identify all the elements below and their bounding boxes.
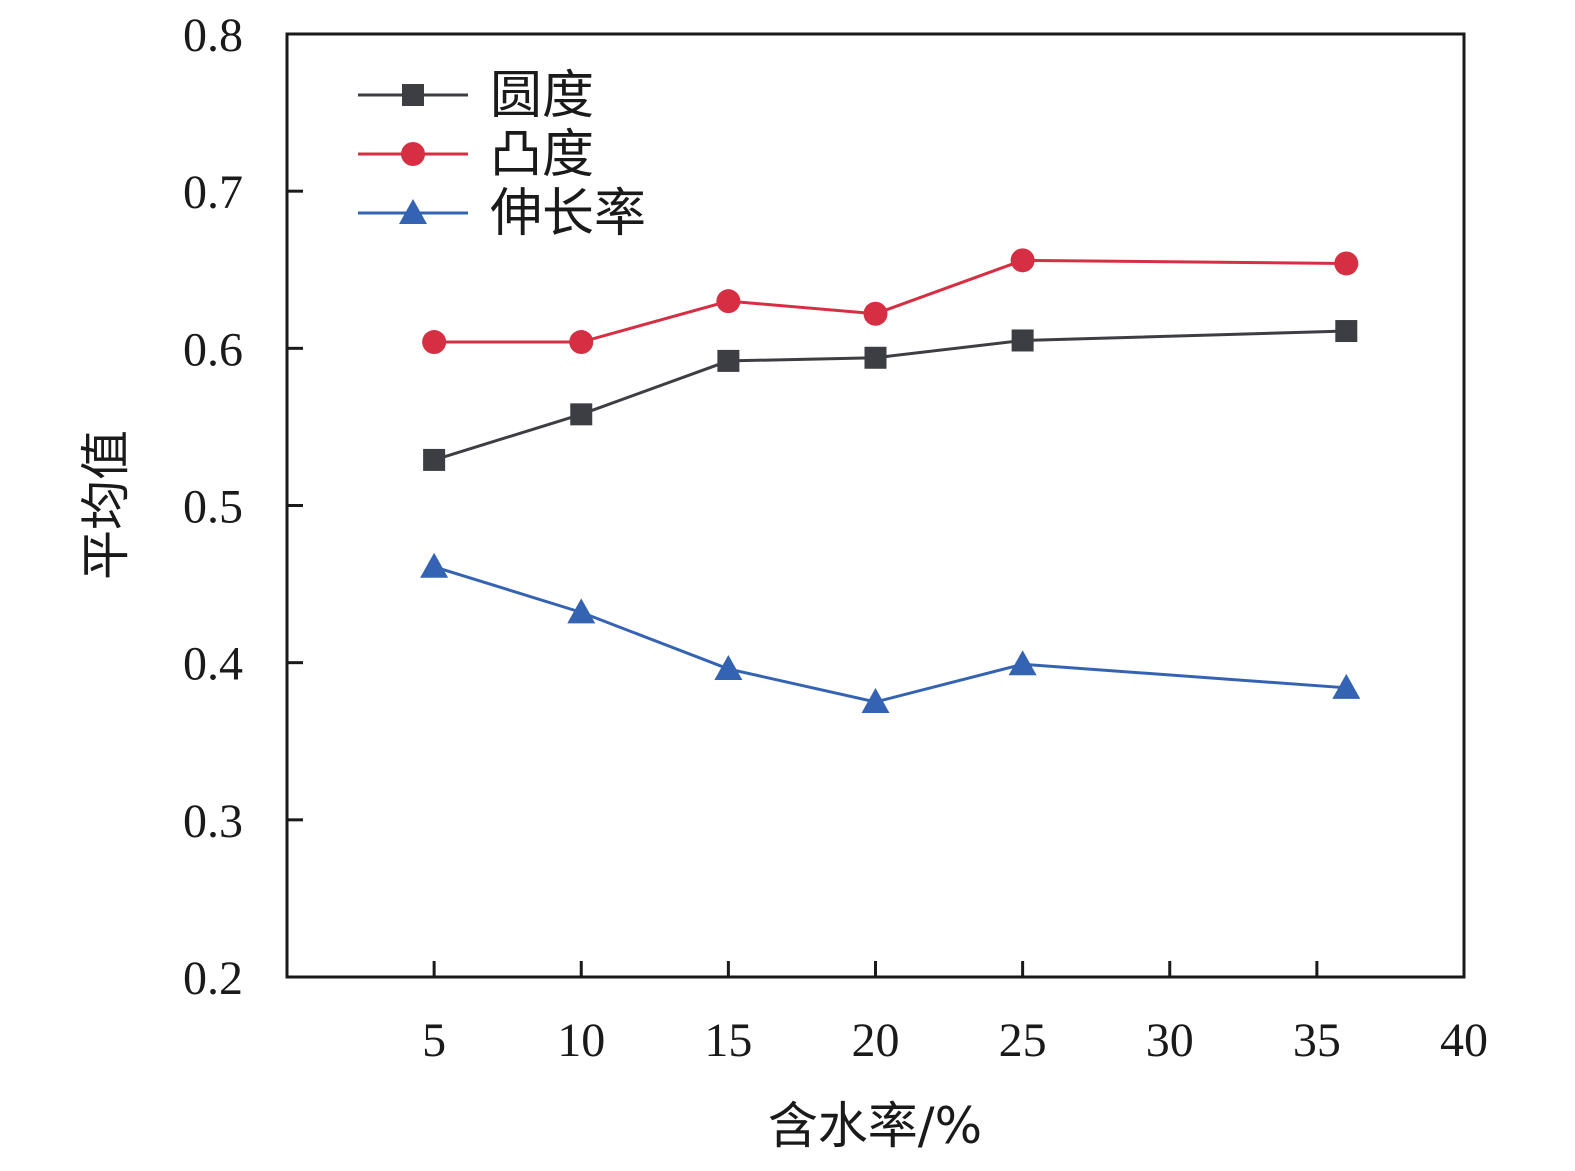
series-layer: [420, 248, 1361, 713]
y-tick-label: 0.3: [183, 795, 243, 848]
data-point: [1332, 673, 1361, 699]
y-tick-label: 0.4: [183, 638, 243, 691]
series-line: [434, 258, 1347, 344]
series-line: [433, 565, 1347, 704]
data-point: [1335, 320, 1358, 343]
data-point: [1010, 248, 1035, 273]
series-3: [420, 552, 1361, 713]
x-tick-label: 30: [1146, 1014, 1194, 1067]
data-point: [420, 552, 449, 578]
data-point: [422, 330, 447, 355]
series-1: [423, 320, 1358, 471]
y-tick-label: 0.5: [183, 481, 243, 534]
legend-label: 圆度: [490, 66, 594, 126]
data-point: [863, 301, 888, 326]
data-point: [714, 654, 743, 680]
ticks-layer: 0.2 0.3 0.4 0.5 0.6 0.7 0.8 5 10 15 20 25 30 35 40: [183, 9, 1488, 1067]
data-point: [1008, 650, 1037, 676]
legend-item: 圆度: [358, 66, 594, 126]
y-tick-label: 0.6: [183, 323, 243, 376]
data-point: [1011, 329, 1034, 352]
data-point: [567, 598, 596, 624]
legend-label: 伸长率: [490, 184, 646, 244]
plot-frame: [285, 32, 1466, 979]
x-tick-label: 40: [1440, 1014, 1488, 1067]
data-point: [716, 289, 741, 314]
y-tick-label: 0.7: [183, 166, 243, 219]
data-point: [569, 330, 594, 355]
data-point: [717, 349, 740, 372]
data-point: [861, 687, 890, 713]
x-tick-label: 25: [999, 1014, 1047, 1067]
x-tick-label: 5: [422, 1014, 446, 1067]
data-point: [864, 346, 887, 369]
x-tick-label: 20: [852, 1014, 900, 1067]
legend-item: 伸长率: [358, 184, 646, 244]
data-point: [1334, 251, 1359, 276]
legend-marker: [399, 199, 427, 224]
legend-marker: [402, 84, 424, 106]
x-tick-label: 10: [557, 1014, 605, 1067]
x-tick-label: 15: [704, 1014, 752, 1067]
x-tick-label: 35: [1293, 1014, 1341, 1067]
y-tick-label: 0.8: [183, 9, 243, 62]
series-2: [422, 248, 1359, 355]
legend-marker: [401, 142, 425, 166]
data-point: [570, 403, 593, 426]
data-point: [423, 448, 446, 471]
legend-item: 凸度: [358, 125, 594, 185]
y-tick-label: 0.2: [183, 952, 243, 1005]
x-axis-title: 含水率/%: [768, 1097, 982, 1155]
legend-label: 凸度: [490, 125, 594, 185]
series-line: [433, 329, 1347, 462]
y-axis-title: 平均值: [77, 430, 135, 580]
